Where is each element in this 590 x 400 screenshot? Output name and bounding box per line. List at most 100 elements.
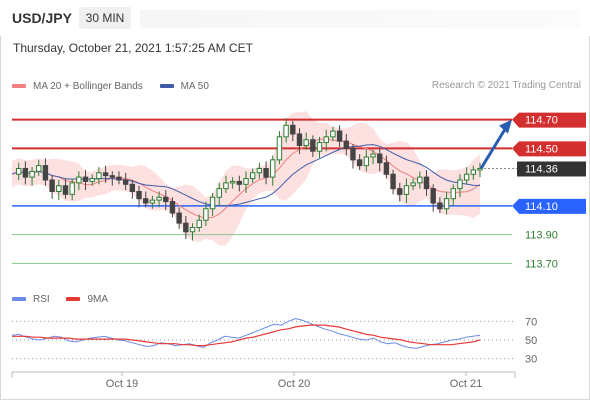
candle-body: [296, 133, 303, 146]
header-watermark: [140, 10, 580, 28]
candle-body: [437, 202, 443, 210]
rsi-level-label-30: 30: [525, 354, 537, 366]
candle-body: [196, 219, 202, 228]
candle-body: [189, 226, 196, 233]
rsi-swatch: [12, 297, 26, 301]
candle-body: [102, 172, 109, 177]
candle-body: [423, 176, 430, 190]
candle-body: [36, 165, 42, 172]
candle-body: [136, 191, 142, 200]
candle-body: [229, 180, 236, 184]
candle-body: [323, 136, 329, 144]
candle-body: [370, 153, 376, 158]
candle-body: [56, 185, 62, 193]
candle-body: [430, 188, 436, 204]
candle-body: [209, 196, 216, 210]
candle-body: [249, 172, 256, 180]
candle-body: [263, 167, 269, 178]
candle-body: [15, 167, 22, 175]
rsi-level-label-70: 70: [525, 316, 537, 328]
rsi-level-label-50: 50: [525, 335, 537, 347]
ma50-swatch: [159, 84, 174, 88]
candle-body: [96, 172, 102, 180]
rsi-ma-line: [12, 324, 481, 347]
candle-body: [390, 173, 396, 190]
level-tag-114.10: [512, 198, 586, 214]
candle-body: [276, 136, 283, 161]
candle-body: [42, 165, 49, 181]
rsi-label: RSI: [33, 293, 50, 305]
level-tag-114.50: [512, 141, 586, 157]
candle-body: [356, 159, 363, 167]
candle-body: [457, 179, 463, 190]
candles: [15, 118, 483, 241]
candle-body: [169, 201, 176, 214]
ma20-swatch: [12, 84, 26, 88]
candle-body: [129, 183, 136, 193]
candle-body: [397, 188, 403, 195]
rsi-legend: RSI 9MA: [12, 293, 122, 305]
candle-body: [82, 176, 89, 182]
candle-body: [383, 162, 390, 175]
candle-body: [149, 199, 156, 204]
candle-body: [403, 185, 410, 195]
candle-body: [223, 182, 229, 190]
credit-label: Research © 2021 Trading Central: [431, 80, 581, 91]
price-legend: MA 20 + Bollinger Bands MA 50: [12, 80, 223, 92]
candle-body: [49, 179, 55, 193]
candle-body: [343, 140, 349, 149]
candle-body: [363, 156, 370, 167]
level-label-114.10: 114.10: [525, 201, 558, 213]
candle-body: [122, 179, 129, 185]
last-price-tag: [517, 161, 586, 177]
candle-body: [176, 212, 182, 224]
candle-body: [216, 188, 222, 198]
rsi-ma-swatch: [66, 297, 81, 301]
candle-body: [316, 142, 323, 152]
level-label-114.70: 114.70: [525, 115, 558, 127]
legend-item-9ma: 9MA: [66, 294, 108, 305]
candle-body: [243, 178, 249, 185]
level-label-113.90: 113.90: [525, 230, 558, 242]
candle-body: [336, 130, 343, 142]
candle-body: [377, 153, 383, 164]
legend-item-rsi: RSI: [12, 294, 50, 305]
symbol-label: USD/JPY: [12, 10, 72, 26]
rsi-line: [11, 317, 481, 349]
rsi-ma-label: 9MA: [87, 293, 109, 305]
candle-body: [156, 196, 162, 201]
candle-body: [203, 208, 209, 221]
ma20-label: MA 20 + Bollinger Bands: [33, 80, 143, 92]
candle-body: [290, 124, 296, 135]
candle-body: [470, 169, 477, 175]
candle-body: [89, 178, 95, 182]
legend-item-ma20: MA 20 + Bollinger Bands: [12, 81, 143, 92]
last-price-label: 114.36: [525, 163, 558, 175]
candle-body: [270, 159, 276, 178]
candle-body: [310, 139, 316, 152]
x-tick-label: Oct 21: [450, 378, 482, 390]
candle-body: [450, 188, 456, 200]
candle-body: [143, 198, 149, 204]
candle-body: [463, 173, 470, 181]
candle-body: [22, 167, 29, 178]
level-label-113.70: 113.70: [525, 258, 558, 270]
candle-body: [477, 167, 483, 171]
candle-body: [417, 176, 423, 184]
candle-body: [443, 198, 450, 210]
timeframe-badge[interactable]: 30 MIN: [79, 7, 131, 29]
candle-body: [76, 176, 82, 184]
candle-body: [183, 222, 189, 233]
candle-body: [116, 176, 122, 181]
target-arrow-head: [499, 119, 512, 134]
candle-body: [256, 167, 263, 174]
candle-body: [62, 185, 69, 195]
candle-body: [330, 130, 336, 138]
candle-body: [350, 147, 356, 161]
candle-body: [283, 124, 289, 138]
candle-body: [163, 196, 169, 203]
x-tick-label: Oct 20: [278, 378, 310, 390]
candle-body: [69, 182, 75, 195]
target-arrow-shaft: [479, 126, 508, 170]
